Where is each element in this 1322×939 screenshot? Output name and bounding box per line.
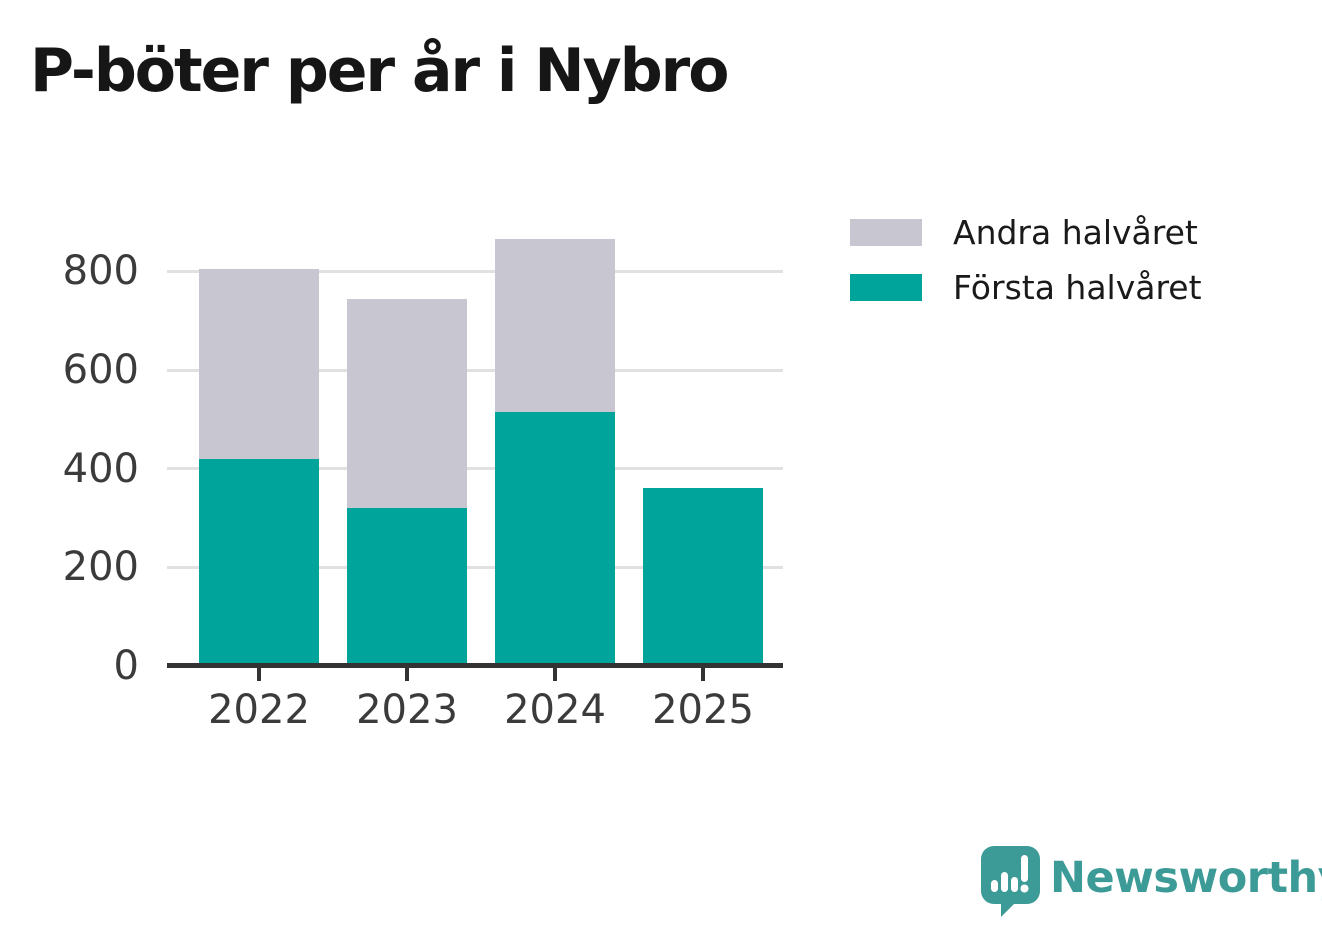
bar-segment-2024-andra-halvaret bbox=[495, 239, 615, 412]
x-axis-label-2025: 2025 bbox=[652, 687, 754, 733]
y-axis-tick-label: 0 bbox=[113, 643, 139, 689]
x-axis-baseline bbox=[167, 663, 783, 668]
chart-title: P-böter per år i Nybro bbox=[30, 36, 729, 106]
x-axis-tick-2022 bbox=[257, 668, 261, 681]
bar-segment-2024-forsta-halvaret bbox=[495, 412, 615, 666]
y-gridline-400 bbox=[167, 467, 783, 471]
legend-swatch-forsta-halvaret bbox=[850, 274, 922, 301]
legend-item-forsta-halvaret: Första halvåret bbox=[850, 268, 1202, 307]
bar-segment-2022-forsta-halvaret bbox=[199, 458, 319, 666]
legend-item-andra-halvaret: Andra halvåret bbox=[850, 213, 1202, 252]
y-gridline-600 bbox=[167, 368, 783, 372]
legend-label: Andra halvåret bbox=[953, 213, 1198, 252]
newsworthy-branding[interactable]: Newsworthy bbox=[981, 846, 1322, 917]
plot-area: 0 200 400 600 800 2022 2023 2024 2025 bbox=[63, 230, 783, 730]
bar-segment-2023-forsta-halvaret bbox=[347, 508, 467, 666]
x-axis-tick-2023 bbox=[405, 668, 409, 681]
newsworthy-logo-icon bbox=[981, 846, 1040, 917]
bar-segment-2023-andra-halvaret bbox=[347, 298, 467, 509]
legend-label: Första halvåret bbox=[953, 268, 1202, 307]
y-axis-tick-label: 400 bbox=[62, 445, 139, 492]
legend: Andra halvåret Första halvåret bbox=[850, 213, 1202, 329]
x-axis-label-2022: 2022 bbox=[208, 687, 310, 733]
x-axis-label-2024: 2024 bbox=[504, 687, 606, 733]
x-axis-label-2023: 2023 bbox=[356, 687, 458, 733]
y-gridline-200 bbox=[167, 565, 783, 569]
y-axis-tick-label: 200 bbox=[62, 544, 139, 591]
y-axis-tick-label: 800 bbox=[62, 248, 139, 295]
newsworthy-wordmark: Newsworthy bbox=[1050, 852, 1322, 903]
bar-segment-2022-andra-halvaret bbox=[199, 268, 319, 459]
legend-swatch-andra-halvaret bbox=[850, 219, 922, 246]
x-axis-tick-2024 bbox=[553, 668, 557, 681]
y-gridline-800 bbox=[167, 269, 783, 273]
y-axis-tick-label: 600 bbox=[62, 347, 139, 394]
x-axis-tick-2025 bbox=[701, 668, 705, 681]
bar-segment-2025-forsta-halvaret bbox=[643, 488, 763, 666]
